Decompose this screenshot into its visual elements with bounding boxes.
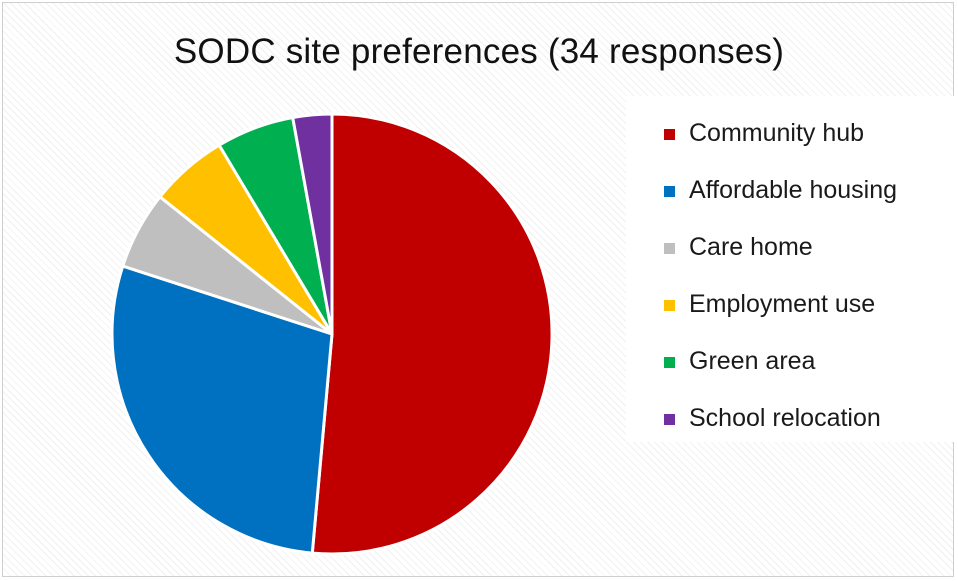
- pie-slice-affordable-housing: [110, 264, 334, 555]
- legend-item-employment-use: Employment use: [626, 277, 956, 318]
- legend-item-school-relocation: School relocation: [626, 391, 956, 432]
- legend-label: Community hub: [689, 119, 865, 147]
- legend: Community hub Affordable housing Care ho…: [626, 96, 956, 442]
- chart-title: SODC site preferences (34 responses): [173, 32, 785, 71]
- legend-label: Care home: [689, 233, 813, 261]
- legend-swatch: [664, 186, 675, 197]
- legend-swatch: [664, 243, 675, 254]
- legend-label: Green area: [689, 347, 816, 375]
- legend-swatch: [664, 300, 675, 311]
- legend-item-care-home: Care home: [626, 220, 956, 261]
- pie-slice-school-relocation: [291, 112, 334, 336]
- legend-label: Employment use: [689, 290, 876, 318]
- legend-swatch: [664, 357, 675, 368]
- legend-item-community-hub: Community hub: [626, 106, 956, 147]
- legend-swatch: [664, 129, 675, 140]
- legend-label: Affordable housing: [689, 176, 898, 204]
- legend-label: School relocation: [689, 404, 881, 432]
- pie-slice-community-hub: [310, 112, 554, 556]
- legend-item-affordable-housing: Affordable housing: [626, 163, 956, 204]
- legend-swatch: [664, 414, 675, 425]
- legend-item-green-area: Green area: [626, 334, 956, 375]
